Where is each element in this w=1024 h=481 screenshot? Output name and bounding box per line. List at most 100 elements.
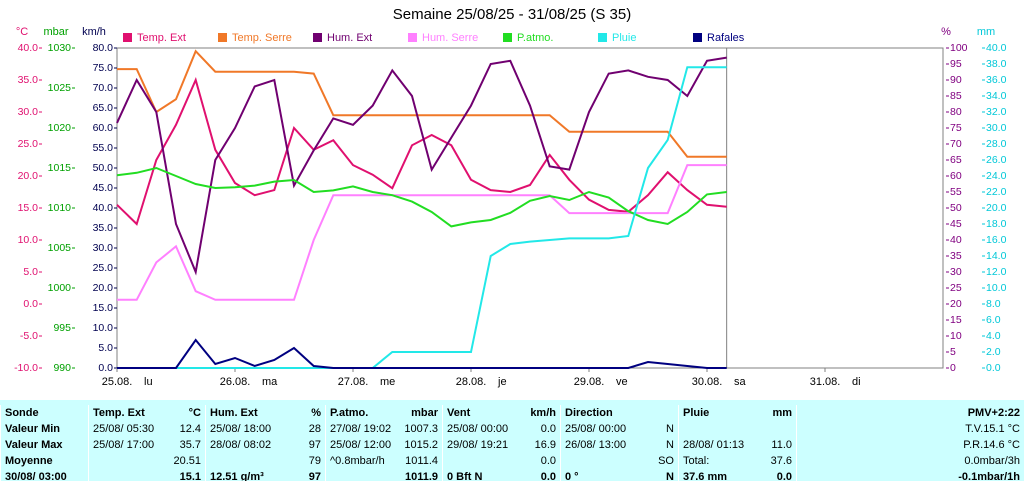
cell-text: 30/08/ 03:00 [5,471,67,481]
y-tick-label: 1020 [48,122,72,134]
y-tick-label: 55.0 [93,142,114,154]
cell-text: N [666,439,674,451]
table-row: Valeur Min 25/08/ 05:30 12.4 25/08/ 18:00 28… [0,421,1024,437]
cell-text: 16.9 [534,439,556,451]
series-line [117,49,727,158]
day-name: di [852,376,861,388]
stats-table: Sonde Temp. Ext °C Hum. Ext% P.atmo. mbar Vent… [0,400,1024,481]
x-tick-label: 31.08. [810,376,841,388]
table-cell: 79 [205,453,325,469]
cell-text: mbar [411,407,438,419]
y-tick-label: 60 [950,170,962,182]
y-tick-label: 25.0 [93,262,114,274]
y-tick-label: 40 [950,234,962,246]
cell-text: 35.7 [179,439,201,451]
legend-label: Temp. Ext [137,32,186,44]
table-cell: ^0.8mbar/h 1011.4 [325,453,442,469]
y-tick-label: 1025 [48,82,72,94]
table-cell: P.R.14.6 °C [796,437,1024,453]
cell-text: 37.6 mm [683,471,728,481]
x-tick-label: 26.08. [220,376,251,388]
cell-text: 29/08/ 19:21 [447,439,509,451]
cell-text: 79 [308,455,321,467]
legend-swatch [218,33,227,42]
table-cell: -0.1mbar/1h [796,469,1024,481]
cell-text: 25/08/ 00:00 [447,423,509,435]
cell-text: 28 [308,423,321,435]
cell-text: Moyenne [5,455,53,467]
y-tick-label: 20.0 [93,282,114,294]
table-cell: Pluie mm [678,405,796,421]
x-tick-label: 30.08. [692,376,723,388]
axis-unit: mbar [43,26,68,38]
day-name: sa [734,376,747,388]
y-tick-label: 80.0 [93,42,114,54]
table-cell: 25/08/ 12:00 1015.2 [325,437,442,453]
cell-text: 27/08/ 19:02 [330,423,392,435]
y-tick-label: 15.0 [93,302,114,314]
y-tick-label: 50 [950,202,962,214]
table-row: Valeur Max 25/08/ 17:00 35.7 28/08/ 08:02 97… [0,437,1024,453]
table-cell: P.atmo. mbar [325,405,442,421]
table-cell: Valeur Max [0,437,88,453]
cell-text: 0.0 [540,471,556,481]
y-tick-label: 30.0 [18,106,39,118]
table-cell: Valeur Min [0,421,88,437]
table-cell: 25/08/ 18:00 28 [205,421,325,437]
y-tick-label: 20 [950,298,962,310]
legend-swatch [408,33,417,42]
table-cell: 0.0 [442,453,560,469]
y-tick-label: 4.0 [986,330,1001,342]
table-cell: 27/08/ 19:02 1007.3 [325,421,442,437]
table-cell: 25/08/ 00:00 N [560,421,678,437]
axis-unit: km/h [82,26,106,38]
cell-text: 25/08/ 17:00 [93,439,155,451]
table-row: 30/08/ 03:00 15.1 12.51 g/m³ 97 1011.9 0 Bft … [0,469,1024,481]
table-row: Sonde Temp. Ext °C Hum. Ext% P.atmo. mbar Vent… [0,405,1024,421]
cell-text: P.R.14.6 °C [963,439,1020,451]
y-tick-label: 1000 [48,282,72,294]
y-tick-label: 15 [950,314,962,326]
day-name: je [497,376,507,388]
legend-label: Pluie [612,32,636,44]
cell-text: 25/08/ 05:30 [93,423,155,435]
legend-label: Rafales [707,32,745,44]
cell-text: mm [772,407,792,419]
cell-text: Sonde [5,407,39,419]
cell-text: 0.0 [540,455,556,467]
y-tick-label: 30.0 [986,122,1007,134]
y-tick-label: 15.0 [18,202,39,214]
table-cell: 28/08/ 08:02 97 [205,437,325,453]
table-cell: 30/08/ 03:00 [0,469,88,481]
y-tick-label: 5.0 [23,266,38,278]
y-tick-label: 30.0 [93,242,114,254]
cell-text: 15.1 [179,471,201,481]
cell-text: 20.51 [173,455,201,467]
y-tick-label: 40.0 [18,42,39,54]
x-tick-label: 27.08. [338,376,369,388]
legend-swatch [313,33,322,42]
y-tick-label: 0.0 [23,298,38,310]
y-tick-label: 75 [950,122,962,134]
cell-text: 37.6 [770,455,792,467]
cell-text: Pluie [683,407,710,419]
y-tick-label: 35.0 [18,74,39,86]
cell-text: 28/08/ 01:13 [683,439,745,451]
cell-text: -0.1mbar/1h [958,471,1020,481]
table-cell: Hum. Ext% [205,405,325,421]
cell-text: Temp. Ext [93,407,145,419]
y-tick-label: 12.0 [986,266,1007,278]
y-tick-label: 45.0 [93,182,114,194]
y-tick-label: 40.0 [93,202,114,214]
y-tick-label: 22.0 [986,186,1007,198]
table-cell: 25/08/ 05:30 12.4 [88,421,205,437]
y-tick-label: 25.0 [18,138,39,150]
y-tick-label: 20.0 [18,170,39,182]
cell-text: 0 ° [565,471,579,481]
cell-text: 0.0 [776,471,792,481]
y-tick-label: 5 [950,346,956,358]
axis-unit: % [941,26,951,38]
cell-text: 1011.9 [404,471,438,481]
y-tick-label: 45 [950,218,962,230]
